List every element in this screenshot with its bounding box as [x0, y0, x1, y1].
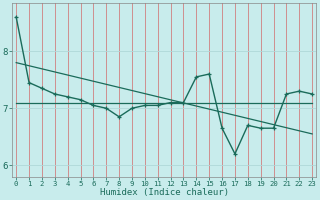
- X-axis label: Humidex (Indice chaleur): Humidex (Indice chaleur): [100, 188, 229, 197]
